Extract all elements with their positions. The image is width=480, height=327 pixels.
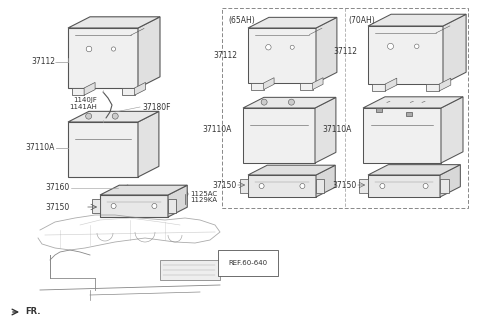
Polygon shape	[100, 185, 187, 195]
Text: 1141AH: 1141AH	[69, 104, 97, 110]
Circle shape	[415, 44, 419, 48]
Circle shape	[265, 44, 271, 50]
Polygon shape	[138, 17, 160, 88]
Polygon shape	[72, 88, 84, 95]
Text: 37112: 37112	[31, 58, 55, 66]
Polygon shape	[441, 97, 463, 163]
Bar	[376, 108, 382, 112]
Circle shape	[259, 183, 264, 188]
Text: 37112: 37112	[333, 47, 357, 57]
Circle shape	[261, 99, 267, 105]
Polygon shape	[368, 164, 460, 175]
Bar	[406, 112, 412, 116]
Polygon shape	[248, 175, 316, 197]
Polygon shape	[264, 78, 274, 90]
Circle shape	[300, 183, 305, 188]
Polygon shape	[426, 84, 439, 91]
Circle shape	[290, 45, 294, 49]
Polygon shape	[68, 122, 138, 177]
Polygon shape	[84, 82, 95, 95]
Polygon shape	[385, 78, 397, 91]
Polygon shape	[248, 28, 316, 83]
Circle shape	[111, 47, 116, 51]
Circle shape	[380, 183, 385, 188]
Polygon shape	[312, 78, 323, 90]
Polygon shape	[316, 165, 335, 197]
Polygon shape	[243, 97, 336, 108]
Polygon shape	[134, 82, 145, 95]
Polygon shape	[92, 199, 100, 213]
Polygon shape	[252, 83, 264, 90]
Polygon shape	[68, 17, 160, 28]
Polygon shape	[116, 185, 128, 196]
Text: (70AH): (70AH)	[348, 16, 375, 25]
Polygon shape	[440, 180, 449, 193]
Circle shape	[423, 183, 428, 188]
Polygon shape	[443, 14, 466, 84]
Polygon shape	[372, 84, 385, 91]
Polygon shape	[440, 164, 460, 197]
Text: 37150: 37150	[46, 202, 70, 212]
Polygon shape	[368, 26, 443, 84]
Text: FR.: FR.	[25, 307, 40, 317]
Polygon shape	[363, 108, 441, 163]
Circle shape	[387, 43, 394, 49]
Polygon shape	[315, 97, 336, 163]
Text: 37160: 37160	[46, 183, 70, 193]
Polygon shape	[122, 88, 134, 95]
Polygon shape	[300, 83, 312, 90]
Polygon shape	[240, 180, 248, 193]
Text: 37180F: 37180F	[142, 102, 170, 112]
Polygon shape	[439, 78, 451, 91]
Text: 37110A: 37110A	[323, 126, 352, 134]
Text: REF.60-640: REF.60-640	[228, 260, 267, 266]
Text: (65AH): (65AH)	[228, 16, 255, 25]
Polygon shape	[316, 17, 337, 83]
Circle shape	[152, 203, 157, 209]
Polygon shape	[168, 185, 187, 217]
Text: 1140JF: 1140JF	[73, 97, 97, 103]
Circle shape	[112, 113, 118, 119]
Bar	[222, 8, 468, 208]
Circle shape	[86, 46, 92, 52]
Polygon shape	[138, 112, 159, 177]
Polygon shape	[100, 195, 168, 217]
Polygon shape	[248, 165, 335, 175]
Text: 1129KA: 1129KA	[190, 197, 217, 203]
Text: 37110A: 37110A	[203, 126, 232, 134]
Text: 1125AC: 1125AC	[190, 191, 217, 197]
Polygon shape	[248, 17, 337, 28]
Circle shape	[85, 113, 92, 119]
Polygon shape	[68, 28, 138, 88]
Circle shape	[111, 203, 116, 209]
Text: 37110A: 37110A	[25, 144, 55, 152]
Polygon shape	[360, 180, 368, 193]
Circle shape	[288, 99, 294, 105]
Text: 37112: 37112	[213, 50, 237, 60]
Polygon shape	[363, 97, 463, 108]
Polygon shape	[243, 108, 315, 163]
Circle shape	[182, 191, 188, 197]
Text: 37150: 37150	[333, 181, 357, 190]
Polygon shape	[316, 180, 324, 193]
Polygon shape	[368, 14, 466, 26]
Polygon shape	[68, 112, 159, 122]
Polygon shape	[368, 175, 440, 197]
Polygon shape	[168, 199, 176, 213]
FancyBboxPatch shape	[160, 260, 220, 280]
Text: 37150: 37150	[213, 181, 237, 190]
